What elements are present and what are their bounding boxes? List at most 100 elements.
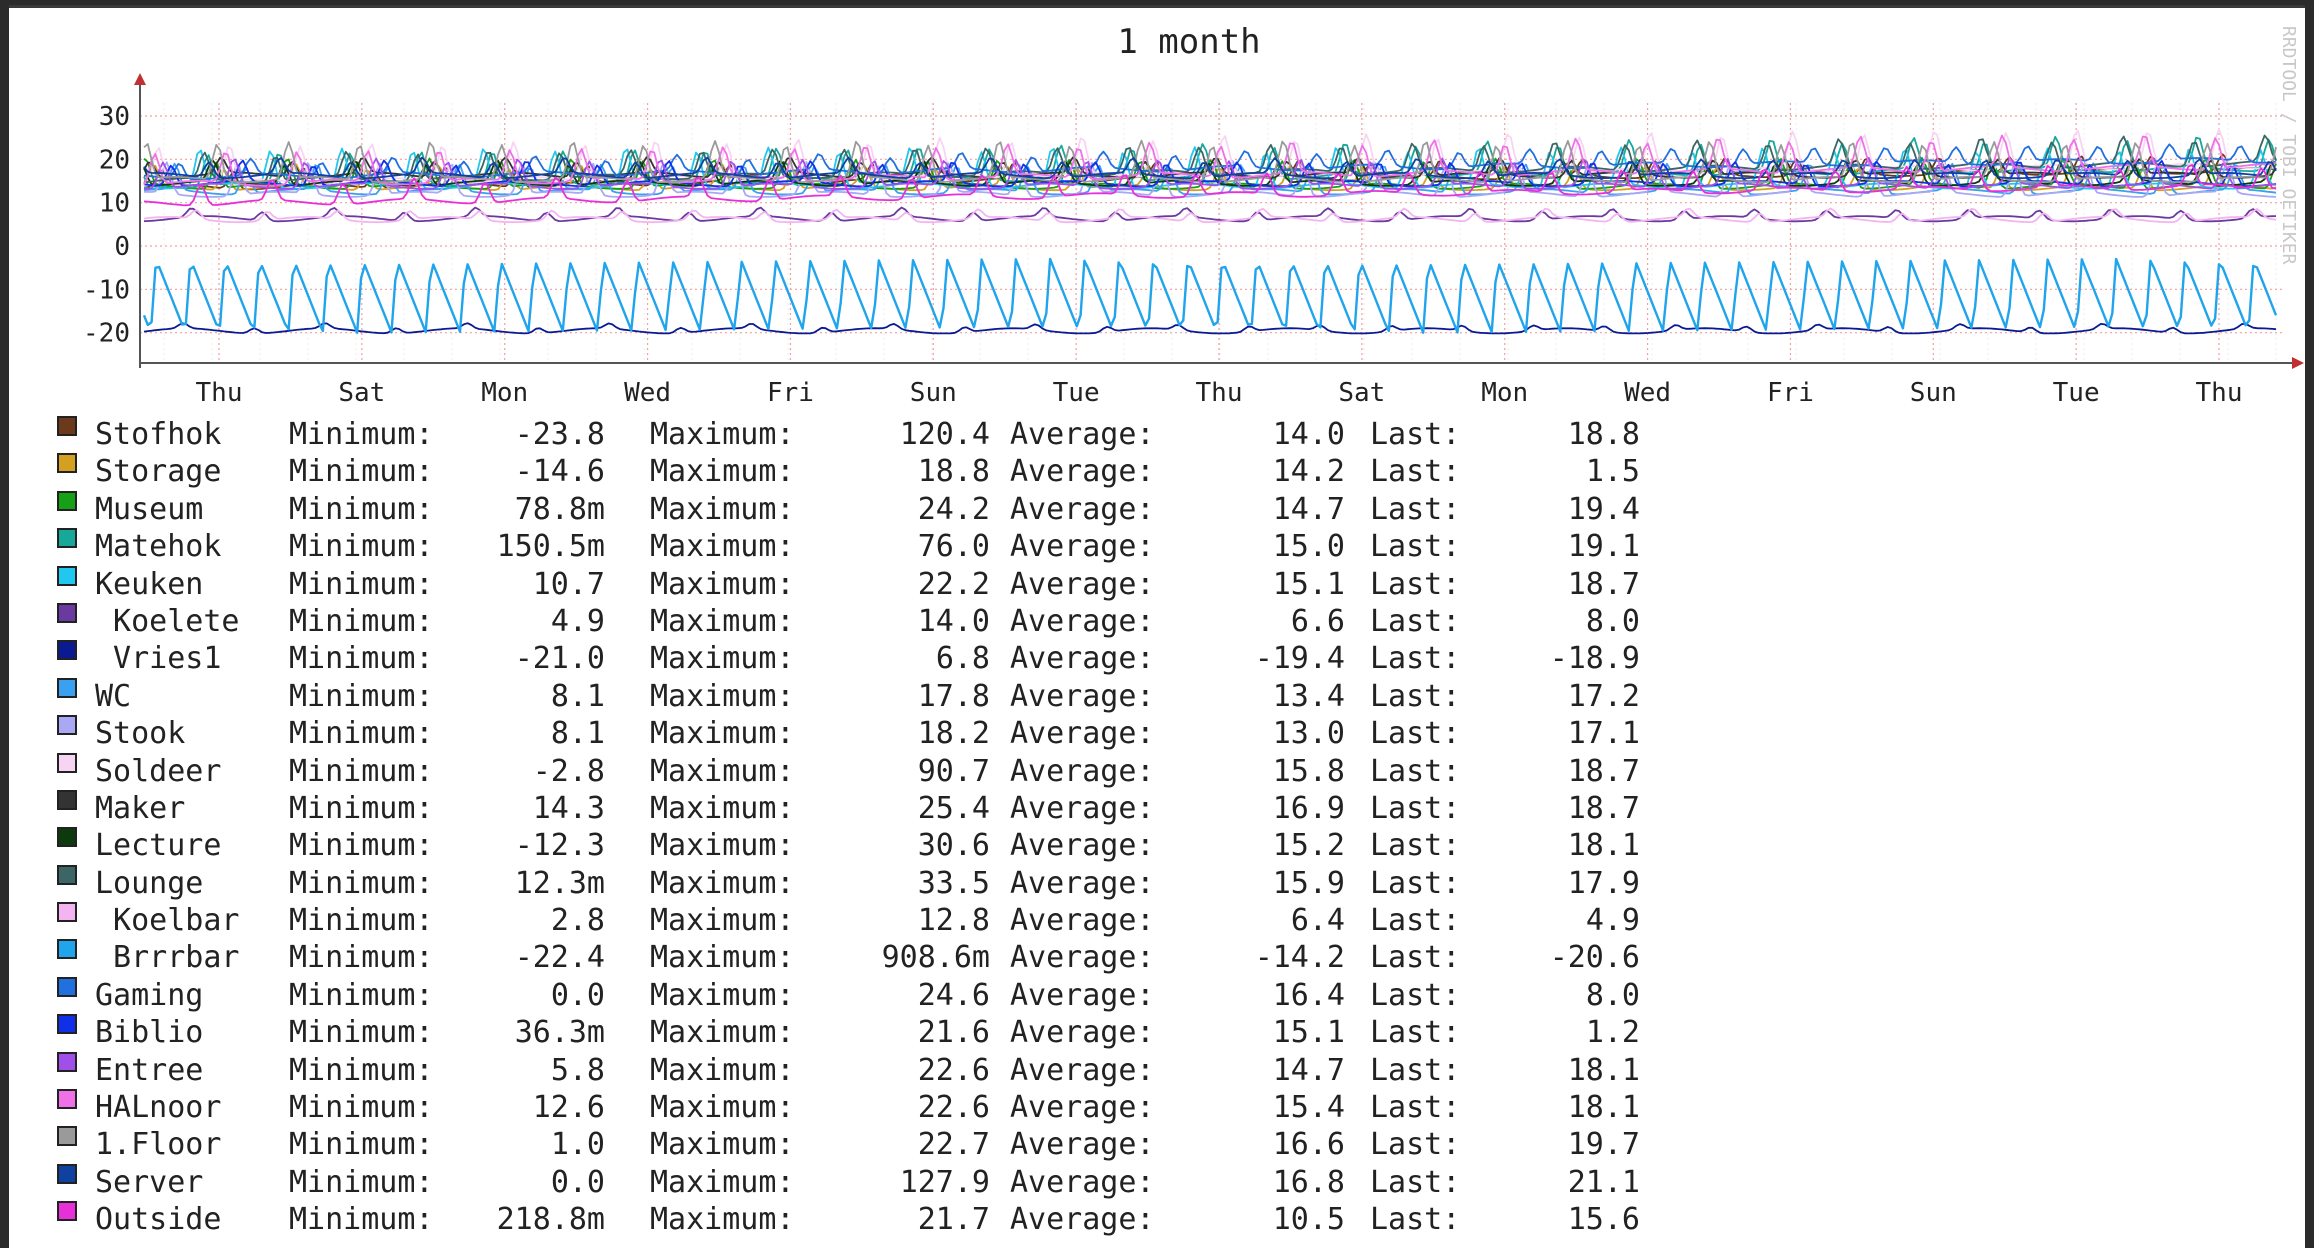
legend-max-label: Maximum:: [650, 1202, 795, 1238]
legend-last-label: Last:: [1370, 865, 1461, 901]
legend-swatch: [57, 528, 77, 549]
legend-name: Gaming: [95, 977, 204, 1013]
legend-avg-label: Average:: [1010, 678, 1155, 714]
legend-max-value: 21.6: [917, 1015, 990, 1051]
legend-min-label: Minimum:: [289, 1015, 434, 1051]
x-tick-label: Fri: [1767, 378, 1814, 408]
legend-last-label: Last:: [1370, 641, 1461, 677]
legend-min-label: Minimum:: [289, 753, 434, 789]
legend-max-label: Maximum:: [650, 678, 795, 714]
legend-avg-value: 16.9: [1272, 790, 1345, 826]
series-line: [143, 159, 2277, 188]
legend-last-label: Last:: [1370, 903, 1461, 939]
legend-min-label: Minimum:: [289, 454, 434, 490]
legend-min-label: Minimum:: [289, 1127, 434, 1163]
x-tick-label: Thu: [196, 378, 243, 408]
legend-avg-value: 15.0: [1272, 529, 1345, 565]
legend-swatch: [57, 789, 77, 810]
legend-min-label: Minimum:: [289, 529, 434, 565]
legend-last-value: 19.1: [1567, 529, 1640, 565]
legend-last-label: Last:: [1370, 566, 1461, 602]
legend-name: Lounge: [95, 865, 204, 901]
x-axis-ticks: Thu Sat Mon Wed Fri Sun Tue Thu Sat Mon Wed Fri Sun T…: [196, 378, 2243, 408]
legend-name: Server: [95, 1164, 204, 1200]
series-line: [143, 164, 2277, 207]
x-tick-label: Sun: [1910, 378, 1957, 408]
legend-min-value: -2.8: [532, 753, 605, 789]
legend-avg-label: Average:: [1010, 1015, 1155, 1051]
x-tick-label: Tue: [2053, 378, 2100, 408]
legend-avg-label: Average:: [1010, 790, 1155, 826]
legend-max-label: Maximum:: [650, 491, 795, 527]
y-axis-ticks: 30 20 10 0 -10 -20: [83, 102, 130, 349]
legend-avg-value: 15.1: [1272, 566, 1345, 602]
legend-max-value: 908.6m: [881, 940, 990, 976]
legend-min-label: Minimum:: [289, 1164, 434, 1200]
legend-min-value: -14.6: [514, 454, 605, 490]
legend-name: Brrrbar: [95, 940, 240, 976]
legend-swatch: [57, 1089, 77, 1110]
legend-avg-value: 16.8: [1272, 1164, 1345, 1200]
legend-max-value: 90.7: [917, 753, 990, 789]
legend-avg-label: Average:: [1010, 828, 1155, 864]
legend-min-value: 150.5m: [496, 529, 605, 565]
legend-swatch: [57, 939, 77, 960]
legend-last-value: 19.7: [1567, 1127, 1640, 1163]
legend-avg-value: 15.1: [1272, 1015, 1345, 1051]
legend-min-label: Minimum:: [289, 491, 434, 527]
legend-min-value: -23.8: [514, 417, 605, 452]
legend-min-label: Minimum:: [289, 1052, 434, 1088]
legend-last-label: Last:: [1370, 678, 1461, 714]
legend-avg-value: 15.9: [1272, 865, 1345, 901]
legend-avg-label: Average:: [1010, 454, 1155, 490]
legend-min-label: Minimum:: [289, 417, 434, 452]
legend-swatch: [57, 1126, 77, 1147]
legend-avg-label: Average:: [1010, 940, 1155, 976]
legend-min-label: Minimum:: [289, 903, 434, 939]
series-line: [143, 143, 2277, 181]
legend-avg-value: 13.4: [1272, 678, 1345, 714]
legend-swatch: [57, 453, 77, 474]
legend-min-value: 0.0: [550, 1164, 605, 1200]
legend-last-value: 18.7: [1567, 753, 1640, 789]
legend-avg-value: 16.6: [1272, 1127, 1345, 1163]
legend-avg-label: Average:: [1010, 1052, 1155, 1088]
legend-last-label: Last:: [1370, 603, 1461, 639]
legend-max-label: Maximum:: [650, 828, 795, 864]
legend-min-value: 10.7: [532, 566, 605, 602]
legend-last-label: Last:: [1370, 1164, 1461, 1200]
watermark: RRDTOOL / TOBI OETIKER: [2278, 26, 2299, 265]
legend-avg-label: Average:: [1010, 1127, 1155, 1163]
x-tick-label: Mon: [481, 378, 528, 408]
x-tick-label: Sat: [338, 378, 385, 408]
legend-min-value: 12.6: [532, 1090, 605, 1126]
series-line: [143, 139, 2277, 183]
legend-last-value: 21.1: [1567, 1164, 1640, 1200]
legend-last-value: -20.6: [1549, 940, 1640, 976]
y-tick-label: 20: [99, 145, 130, 175]
legend-avg-label: Average:: [1010, 529, 1155, 565]
legend-max-value: 14.0: [917, 603, 990, 639]
legend-max-value: 17.8: [917, 678, 990, 714]
legend-min-label: Minimum:: [289, 1090, 434, 1126]
series-line: [143, 322, 2277, 335]
legend-last-label: Last:: [1370, 753, 1461, 789]
legend-max-label: Maximum:: [650, 790, 795, 826]
legend-last-label: Last:: [1370, 790, 1461, 826]
legend-max-label: Maximum:: [650, 716, 795, 752]
legend-min-value: -12.3: [514, 828, 605, 864]
legend-max-value: 127.9: [899, 1164, 990, 1200]
legend-last-label: Last:: [1370, 1090, 1461, 1126]
legend-avg-label: Average:: [1010, 1164, 1155, 1200]
legend-avg-label: Average:: [1010, 1202, 1155, 1238]
legend-min-value: -21.0: [514, 641, 605, 677]
legend-last-value: 18.7: [1567, 566, 1640, 602]
legend-avg-label: Average:: [1010, 641, 1155, 677]
legend-min-label: Minimum:: [289, 566, 434, 602]
legend-swatch: [57, 677, 77, 698]
legend-swatch: [57, 715, 77, 736]
legend-name: HALnoor: [95, 1090, 222, 1126]
legend-avg-label: Average:: [1010, 1090, 1155, 1126]
legend-swatch: [57, 1163, 77, 1184]
legend-last-label: Last:: [1370, 454, 1461, 490]
